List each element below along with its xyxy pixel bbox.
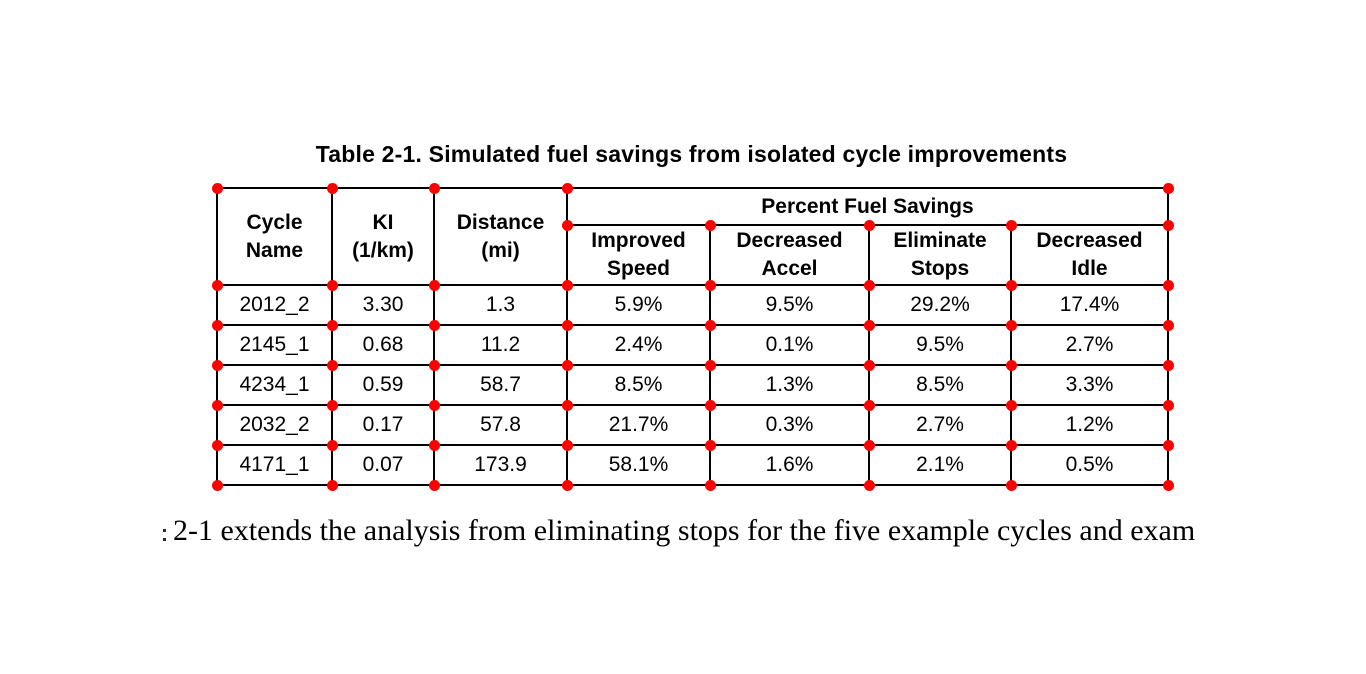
cell-improved-speed: 21.7% [566, 404, 711, 446]
body-text-line: 2-1 extends the analysis from eliminatin… [163, 514, 1195, 548]
table-row: 2012_2 3.30 1.3 5.9% 9.5% 29.2% 17.4% [216, 284, 1169, 326]
body-text: 2-1 extends the analysis from eliminatin… [173, 514, 1196, 547]
col-header-decreased-idle: Decreased Idle [1010, 224, 1169, 286]
cell-improved-speed: 58.1% [566, 444, 711, 486]
cell-decreased-accel: 1.6% [709, 444, 870, 486]
cell-cycle-name: 4171_1 [216, 444, 333, 486]
cell-improved-speed: 5.9% [566, 284, 711, 326]
cell-eliminate-stops: 2.1% [868, 444, 1012, 486]
cell-eliminate-stops: 29.2% [868, 284, 1012, 326]
cell-decreased-accel: 1.3% [709, 364, 870, 406]
clipped-character-fragment [163, 529, 166, 532]
cell-decreased-idle: 17.4% [1010, 284, 1169, 326]
table-caption: Table 2-1. Simulated fuel savings from i… [315, 141, 1068, 167]
cell-ki: 0.68 [331, 324, 435, 366]
cell-eliminate-stops: 9.5% [868, 324, 1012, 366]
col-header-cycle-name: Cycle Name [216, 187, 333, 286]
table-row: 4171_1 0.07 173.9 58.1% 1.6% 2.1% 0.5% [216, 444, 1169, 486]
cell-eliminate-stops: 8.5% [868, 364, 1012, 406]
cell-cycle-name: 2012_2 [216, 284, 333, 326]
cell-ki: 0.17 [331, 404, 435, 446]
table-row: 4234_1 0.59 58.7 8.5% 1.3% 8.5% 3.3% [216, 364, 1169, 406]
cell-eliminate-stops: 2.7% [868, 404, 1012, 446]
cell-distance: 173.9 [433, 444, 568, 486]
cell-cycle-name: 2145_1 [216, 324, 333, 366]
cell-distance: 57.8 [433, 404, 568, 446]
cell-distance: 58.7 [433, 364, 568, 406]
cell-distance: 11.2 [433, 324, 568, 366]
cell-decreased-idle: 1.2% [1010, 404, 1169, 446]
col-group-header-percent-fuel-savings: Percent Fuel Savings [566, 187, 1169, 226]
cell-decreased-accel: 0.1% [709, 324, 870, 366]
col-header-ki: KI (1/km) [331, 187, 435, 286]
cell-decreased-idle: 2.7% [1010, 324, 1169, 366]
cell-decreased-accel: 0.3% [709, 404, 870, 446]
col-header-distance: Distance (mi) [433, 187, 568, 286]
cell-decreased-accel: 9.5% [709, 284, 870, 326]
cell-decreased-idle: 0.5% [1010, 444, 1169, 486]
table-row: 2145_1 0.68 11.2 2.4% 0.1% 9.5% 2.7% [216, 324, 1169, 366]
cell-ki: 3.30 [331, 284, 435, 326]
cell-improved-speed: 8.5% [566, 364, 711, 406]
col-header-improved-speed: Improved Speed [566, 224, 711, 286]
table-row: 2032_2 0.17 57.8 21.7% 0.3% 2.7% 1.2% [216, 404, 1169, 446]
col-header-decreased-accel: Decreased Accel [709, 224, 870, 286]
cell-improved-speed: 2.4% [566, 324, 711, 366]
cell-distance: 1.3 [433, 284, 568, 326]
col-header-eliminate-stops: Eliminate Stops [868, 224, 1012, 286]
cell-decreased-idle: 3.3% [1010, 364, 1169, 406]
cell-ki: 0.07 [331, 444, 435, 486]
cell-cycle-name: 2032_2 [216, 404, 333, 446]
fuel-savings-table: Cycle Name KI (1/km) Distance (mi) Perce… [216, 187, 1169, 486]
cell-cycle-name: 4234_1 [216, 364, 333, 406]
cell-ki: 0.59 [331, 364, 435, 406]
